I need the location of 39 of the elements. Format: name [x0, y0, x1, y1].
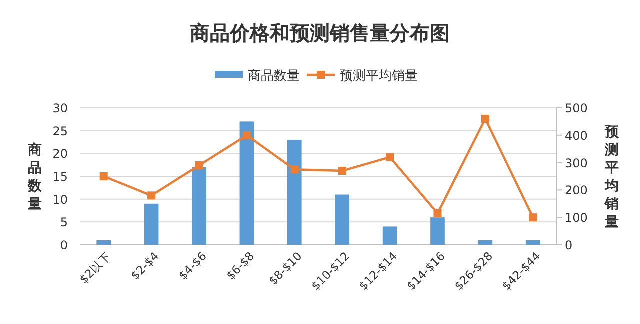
y2-tick-label: 200: [565, 184, 588, 198]
point: [290, 166, 299, 174]
y-tick-label: 15: [52, 170, 68, 184]
bar: [430, 218, 445, 245]
point: [338, 167, 346, 176]
y-tick-label: 20: [52, 147, 68, 162]
bar: [144, 204, 159, 245]
bar: [526, 240, 540, 245]
y-tick-label: 25: [52, 124, 68, 138]
bar: [478, 240, 493, 245]
y2-tick-label: 400: [565, 128, 588, 143]
point: [242, 131, 251, 140]
x-tick-label: $2以下: [76, 249, 114, 286]
bar: [192, 167, 206, 245]
y-tick-label: 5: [60, 216, 68, 230]
y-tick-label: 10: [52, 192, 68, 207]
y2-tick-label: 500: [565, 102, 588, 116]
bar: [382, 226, 398, 245]
y2-tick-label: 300: [565, 156, 588, 170]
y2-axis-title: 预测平均销量: [604, 124, 620, 230]
point: [434, 209, 442, 218]
legend-label: 预测平均销量: [340, 69, 418, 84]
point: [100, 172, 108, 180]
chart-title: 商品价格和预测销售量分布图: [189, 21, 450, 45]
legend-label: 商品数量: [248, 69, 300, 84]
y2-tick-label: 100: [565, 211, 588, 226]
bar: [287, 140, 302, 245]
bar: [240, 122, 254, 245]
point: [386, 153, 394, 162]
y-axis-title: 商品数量: [27, 142, 43, 212]
point: [148, 192, 156, 200]
bar: [96, 240, 112, 245]
point: [195, 162, 204, 170]
y-tick-label: 30: [52, 102, 68, 116]
point: [529, 214, 538, 222]
y-tick-label: 0: [60, 238, 68, 252]
point: [481, 114, 490, 123]
bar: [335, 194, 350, 245]
y2-tick-label: 0: [565, 238, 573, 252]
